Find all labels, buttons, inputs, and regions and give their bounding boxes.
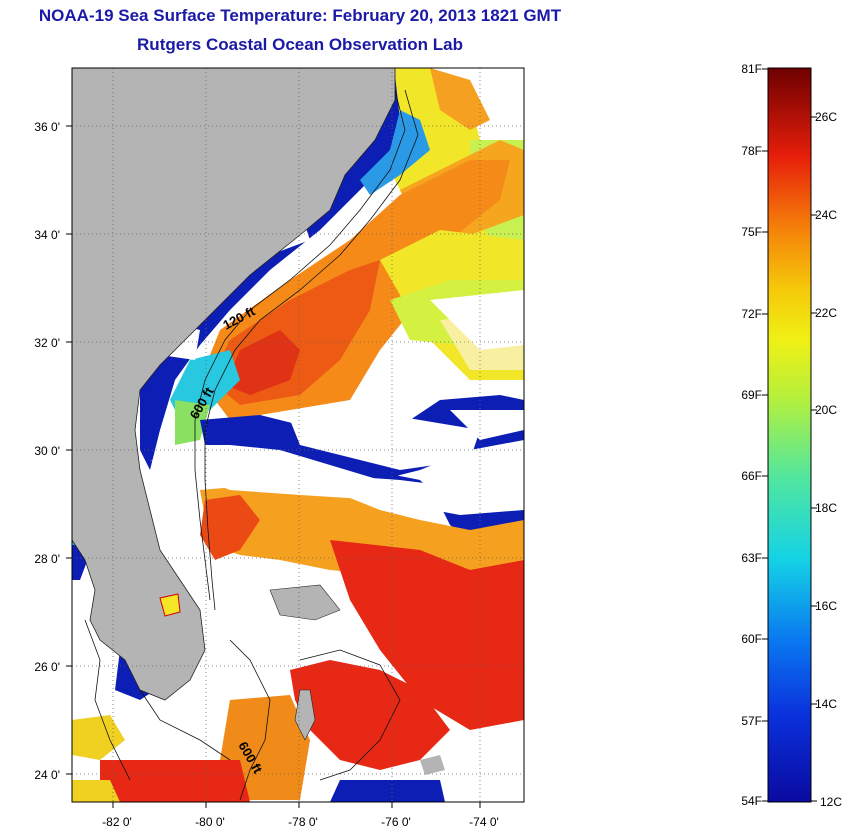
colorbar-c-label: 18C [815, 501, 837, 515]
colorbar-c-label: 26C [815, 110, 837, 124]
map-subtitle: Rutgers Coastal Ocean Observation Lab [137, 35, 463, 54]
lon-label: -74 0' [469, 815, 499, 829]
lat-label: 28 0' [34, 552, 60, 566]
colorbar-ticks [762, 68, 817, 802]
colorbar-f-label: 57F [741, 714, 762, 728]
colorbar-scale [767, 67, 812, 803]
colorbar-f-label: 81F [741, 62, 762, 76]
map-title: NOAA-19 Sea Surface Temperature: Februar… [38, 6, 562, 25]
colorbar-f-label: 63F [741, 551, 762, 565]
colorbar-f-label: 60F [741, 632, 762, 646]
colorbar-c-label: 24C [815, 208, 837, 222]
lake-okeechobee-sst [159, 593, 181, 617]
island-east [420, 755, 445, 775]
lon-label: -82 0' [102, 815, 132, 829]
isobath-contours [84, 89, 419, 801]
lat-label: 34 0' [34, 228, 60, 242]
colorbar-c-label: 20C [815, 403, 837, 417]
temperature-colorbar: 81F 78F 75F 72F 69F 66F 63F 60F 57F 54F … [741, 62, 842, 809]
colorbar-f-label: 54F [741, 794, 762, 808]
lake-okeechobee [135, 595, 150, 615]
colorbar-c-label: 14C [815, 697, 837, 711]
lat-label: 30 0' [34, 444, 60, 458]
colorbar-c-label: 12C [820, 795, 842, 809]
lon-label: -76 0' [381, 815, 411, 829]
colorbar-f-label: 78F [741, 144, 762, 158]
graticule [72, 68, 524, 802]
lat-label: 26 0' [34, 660, 60, 674]
lat-label: 24 0' [34, 768, 60, 782]
colorbar-f-label: 75F [741, 225, 762, 239]
lon-label: -78 0' [288, 815, 318, 829]
colorbar-c-label: 22C [815, 306, 837, 320]
colorbar-f-label: 69F [741, 388, 762, 402]
lat-label: 32 0' [34, 336, 60, 350]
sst-map: 120 ft 600 ft 600 ft [72, 68, 524, 802]
lon-label: -80 0' [195, 815, 225, 829]
land-mass [72, 68, 396, 701]
bahamas-bank [269, 584, 341, 621]
colorbar-f-label: 66F [741, 469, 762, 483]
bahamas-island [294, 689, 316, 741]
map-frame [71, 67, 525, 803]
axis-ticks [66, 125, 481, 808]
colorbar-c-label: 16C [815, 599, 837, 613]
colorbar-f-label: 72F [741, 307, 762, 321]
lat-label: 36 0' [34, 120, 60, 134]
cloud-patches [72, 210, 524, 700]
